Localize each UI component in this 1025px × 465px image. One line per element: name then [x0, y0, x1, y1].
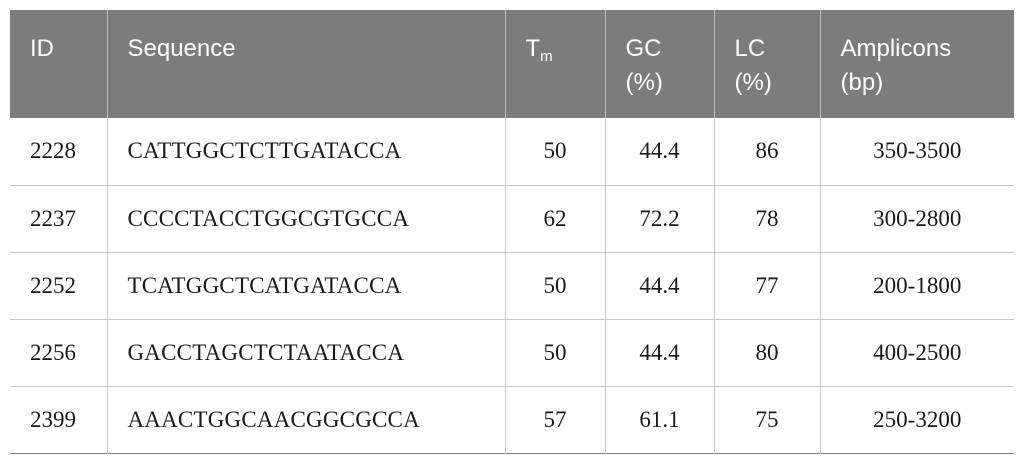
cell-tm: 62	[504, 184, 605, 252]
header-amplicons: Amplicons (bp)	[819, 10, 1014, 118]
table-row: 2228 CATTGGCTCTTGATACCA 50 44.4 86 350-3…	[10, 118, 1014, 185]
header-id: ID	[30, 35, 54, 62]
cell-tm: 50	[504, 251, 605, 319]
cell-gc: 44.4	[604, 318, 714, 386]
cell-amplicons: 300-2800	[819, 184, 1014, 252]
cell-lc: 77	[713, 251, 820, 319]
cell-id: 2228	[30, 138, 76, 164]
cell-lc: 86	[713, 118, 820, 185]
header-sequence: Sequence	[106, 10, 505, 118]
cell-gc: 72.2	[604, 184, 714, 252]
cell-lc: 75	[713, 385, 820, 453]
table-header: ID Sequence Tm GC (%) LC (%) Amplicons (bp)	[10, 10, 1014, 118]
table-row: 2252 TCATGGCTCATGATACCA 50 44.4 77 200-1…	[10, 251, 1014, 319]
cell-gc: 44.4	[604, 251, 714, 319]
header-tm: Tm	[504, 10, 605, 118]
table-body: 2228 CATTGGCTCTTGATACCA 50 44.4 86 350-3…	[10, 118, 1014, 453]
table-row: 2399 AAACTGGCAACGGCGCCA 57 61.1 75 250-3…	[10, 385, 1014, 453]
table-row: 2237 CCCCTACCTGGCGTGCCA 62 72.2 78 300-2…	[10, 184, 1014, 252]
table-row: 2256 GACCTAGCTCTAATACCA 50 44.4 80 400-2…	[10, 318, 1014, 386]
cell-amplicons: 200-1800	[819, 251, 1014, 319]
cell-id: 2256	[10, 318, 107, 386]
cell-amplicons: 400-2500	[819, 318, 1014, 386]
cell-tm: 50	[504, 318, 605, 386]
header-gc: GC (%)	[604, 10, 714, 118]
cell-sequence: TCATGGCTCATGATACCA	[106, 251, 505, 319]
cell-id: 2237	[10, 184, 107, 252]
header-row: ID Sequence Tm GC (%) LC (%) Amplicons (bp)	[10, 10, 1014, 118]
primer-table: ID Sequence Tm GC (%) LC (%) Amplicons (bp)…	[10, 10, 1014, 454]
cell-sequence: GACCTAGCTCTAATACCA	[106, 318, 505, 386]
cell-sequence: AAACTGGCAACGGCGCCA	[106, 385, 505, 453]
cell-gc: 44.4	[604, 118, 714, 185]
header-tm-subscript: m	[540, 48, 553, 65]
cell-sequence: CCCCTACCTGGCGTGCCA	[106, 184, 505, 252]
header-lc: LC (%)	[713, 10, 820, 118]
cell-sequence: CATTGGCTCTTGATACCA	[106, 118, 505, 185]
cell-tm: 57	[504, 385, 605, 453]
cell-gc: 61.1	[604, 385, 714, 453]
cell-id: 2399	[10, 385, 107, 453]
cell-id: 2252	[10, 251, 107, 319]
cell-amplicons: 250-3200	[819, 385, 1014, 453]
cell-amplicons: 350-3500	[819, 118, 1014, 185]
cell-lc: 78	[713, 184, 820, 252]
cell-lc: 80	[713, 318, 820, 386]
cell-tm: 50	[504, 118, 605, 185]
